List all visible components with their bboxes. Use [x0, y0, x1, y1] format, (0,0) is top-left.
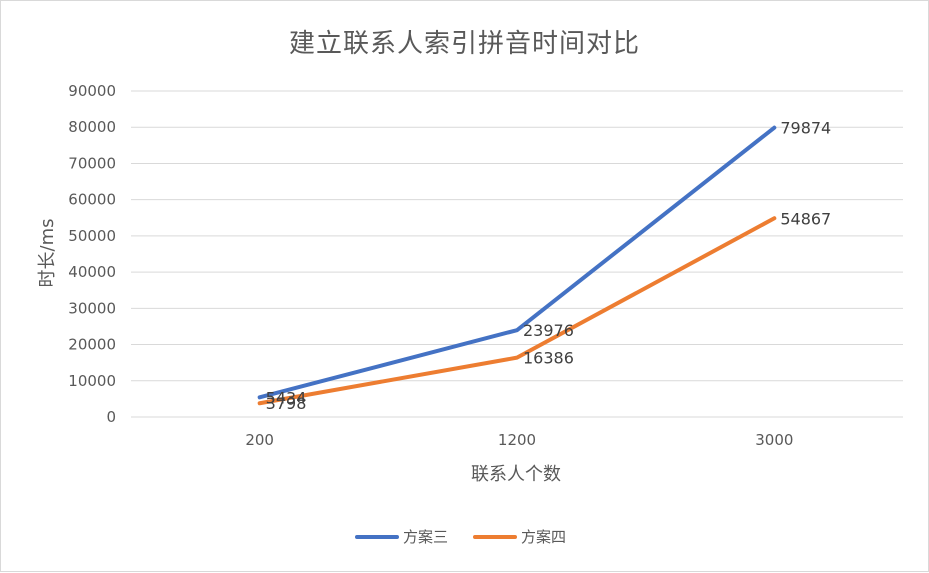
y-tick-label: 70000 — [68, 154, 116, 172]
series-line-1 — [257, 125, 777, 400]
series-lines — [257, 125, 777, 406]
x-tick-label: 200 — [245, 431, 274, 449]
y-tick-label: 40000 — [68, 263, 116, 281]
gridlines — [131, 90, 903, 418]
data-label: 79874 — [780, 119, 831, 138]
data-label: 16386 — [523, 349, 574, 368]
y-tick-label: 50000 — [68, 227, 116, 245]
data-label: 5434 — [266, 388, 307, 407]
x-tick-label: 3000 — [755, 431, 793, 449]
y-tick-label: 20000 — [68, 336, 116, 354]
y-axis-title: 时长/ms — [37, 219, 58, 288]
y-tick-label: 30000 — [68, 299, 116, 317]
legend-label: 方案四 — [521, 528, 566, 546]
legend: 方案三 方案四 — [355, 528, 566, 546]
series-line-2 — [257, 216, 777, 406]
data-label: 54867 — [780, 209, 831, 228]
x-tick-labels: 200 1200 3000 — [245, 431, 793, 449]
y-tick-label: 80000 — [68, 118, 116, 136]
data-label: 3798 — [266, 394, 307, 413]
data-labels: 5434 23976 79874 3798 16386 54867 — [266, 119, 832, 414]
y-tick-label: 0 — [106, 408, 116, 426]
x-axis-title: 联系人个数 — [471, 464, 561, 485]
data-label: 23976 — [523, 321, 574, 340]
y-tick-label: 10000 — [68, 372, 116, 390]
x-tick-label: 1200 — [498, 431, 536, 449]
y-tick-labels: 0 10000 20000 30000 40000 50000 60000 70000 8000… — [68, 82, 116, 426]
y-tick-label: 90000 — [68, 82, 116, 100]
y-tick-label: 60000 — [68, 191, 116, 209]
chart-title: 建立联系人索引拼音时间对比 — [288, 29, 640, 59]
legend-label: 方案三 — [403, 528, 448, 546]
